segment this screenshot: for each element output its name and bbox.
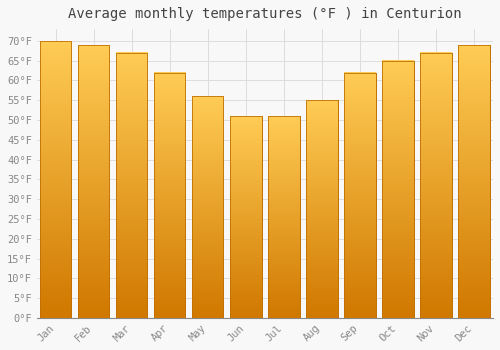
Bar (268, 116, 300, 318)
Title: Average monthly temperatures (°F ) in Centurion: Average monthly temperatures (°F ) in Ce… (68, 7, 462, 21)
Bar (382, 61, 414, 318)
Bar (458, 45, 490, 318)
Bar (306, 100, 338, 318)
Bar (306, 100, 338, 318)
Bar (230, 116, 262, 318)
Bar (116, 53, 148, 318)
Bar (154, 72, 186, 318)
Bar (78, 45, 110, 318)
Bar (192, 96, 224, 318)
Bar (344, 72, 376, 318)
Bar (40, 41, 72, 318)
Bar (344, 72, 376, 318)
Bar (78, 45, 110, 318)
Bar (382, 61, 414, 318)
Bar (192, 96, 224, 318)
Bar (420, 53, 452, 318)
Bar (420, 53, 452, 318)
Bar (230, 116, 262, 318)
Bar (154, 72, 186, 318)
Bar (116, 53, 148, 318)
Bar (268, 116, 300, 318)
Bar (40, 41, 72, 318)
Bar (458, 45, 490, 318)
